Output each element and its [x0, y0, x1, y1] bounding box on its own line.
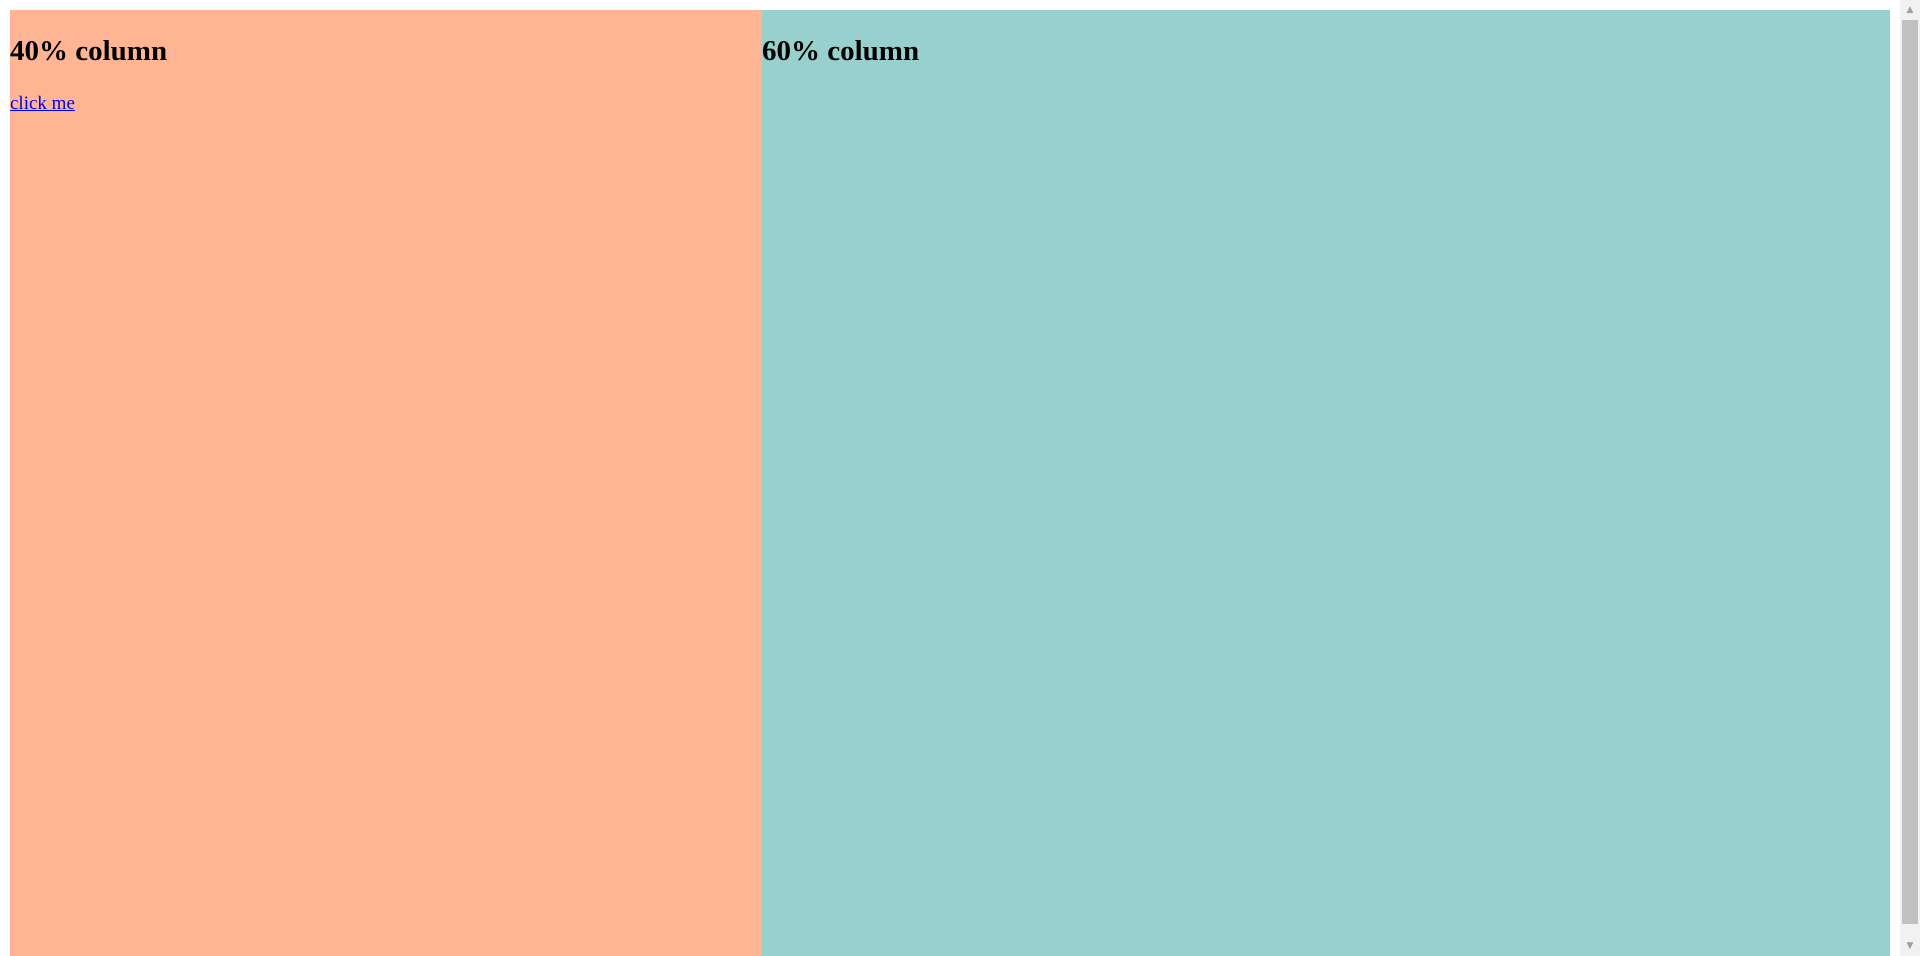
right-column-heading: 60% column — [762, 35, 920, 67]
two-column-layout: 40% column click me 60% column — [10, 10, 1890, 956]
right-column: 60% column — [762, 10, 1890, 956]
scroll-down-arrow-icon[interactable]: ▼ — [1906, 940, 1914, 951]
click-me-link[interactable]: click me — [10, 93, 75, 115]
scroll-up-arrow-icon[interactable]: ▲ — [1906, 4, 1914, 15]
left-column-heading: 40% column — [10, 35, 168, 67]
scrollbar-thumb[interactable] — [1902, 20, 1918, 924]
vertical-scrollbar[interactable]: ▲ ▼ — [1900, 0, 1920, 956]
left-column: 40% column click me — [10, 10, 762, 956]
